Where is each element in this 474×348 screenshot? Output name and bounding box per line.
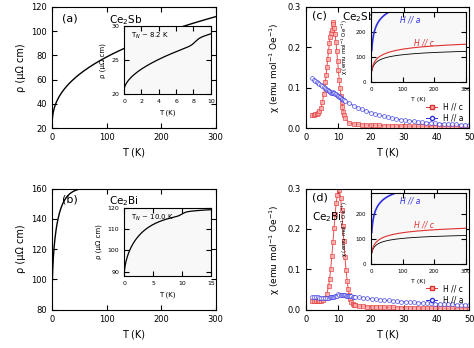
Text: Ce$_2$Sb: Ce$_2$Sb (109, 13, 143, 27)
Y-axis label: ρ (μΩ cm): ρ (μΩ cm) (16, 225, 26, 274)
Text: Ce$_2$Bi: Ce$_2$Bi (312, 211, 342, 224)
Text: Ce$_2$Sb: Ce$_2$Sb (342, 10, 375, 24)
Y-axis label: ρ (μΩ cm): ρ (μΩ cm) (16, 43, 26, 92)
Text: (a): (a) (62, 13, 78, 23)
Text: (b): (b) (62, 195, 78, 205)
X-axis label: T (K): T (K) (122, 148, 146, 158)
X-axis label: T (K): T (K) (122, 329, 146, 339)
X-axis label: T (K): T (K) (376, 148, 399, 158)
Legend: H // c, H // a: H // c, H // a (424, 101, 465, 124)
Text: (d): (d) (312, 192, 328, 202)
Y-axis label: χ (emu mol$^{-1}$ Oe$^{-1}$): χ (emu mol$^{-1}$ Oe$^{-1}$) (268, 204, 282, 294)
Text: Ce$_2$Bi: Ce$_2$Bi (109, 195, 139, 208)
Text: (c): (c) (312, 10, 327, 21)
Y-axis label: χ (emu mol$^{-1}$ Oe$^{-1}$): χ (emu mol$^{-1}$ Oe$^{-1}$) (268, 22, 282, 113)
X-axis label: T (K): T (K) (376, 329, 399, 339)
Legend: H // c, H // a: H // c, H // a (424, 283, 465, 306)
